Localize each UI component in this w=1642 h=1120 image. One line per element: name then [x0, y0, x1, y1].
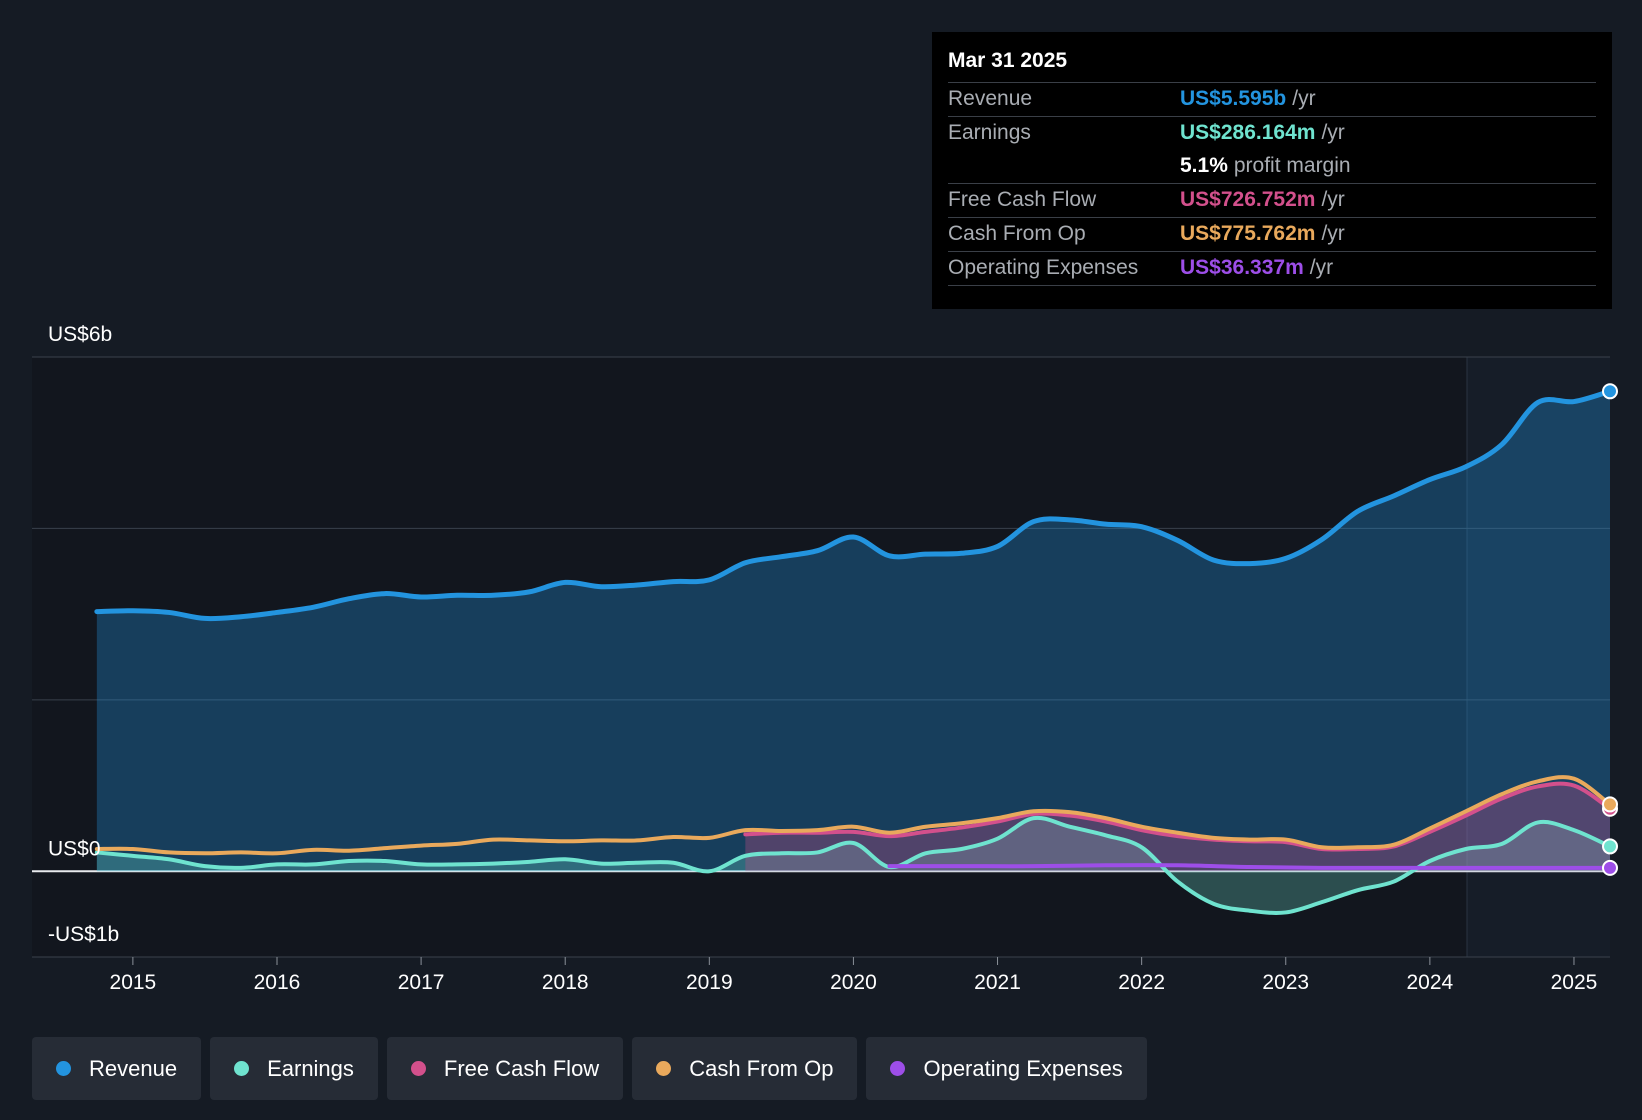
x-tick-label: 2019	[686, 971, 733, 994]
tooltip-row-fcf: Free Cash Flow US$726.752m /yr	[948, 184, 1596, 218]
area-revenue	[96, 391, 1610, 872]
x-tick-label: 2022	[1118, 971, 1165, 994]
tooltip-label: Free Cash Flow	[948, 188, 1097, 211]
line-opex	[887, 863, 1612, 870]
legend-dot-icon	[890, 1061, 906, 1076]
x-tick-label: 2016	[254, 971, 301, 994]
tooltip-label: Earnings	[948, 121, 1031, 144]
legend-dot-icon	[234, 1061, 250, 1076]
forecast-region	[1467, 357, 1610, 957]
tooltip-label: Cash From Op	[948, 222, 1086, 245]
tooltip-unit: /yr	[1321, 222, 1345, 245]
legend: Revenue Earnings Free Cash Flow Cash Fro…	[32, 1037, 1156, 1100]
tooltip-value: US$5.595b	[1180, 87, 1287, 110]
tooltip-unit: profit margin	[1233, 154, 1351, 177]
x-tick-label: 2018	[542, 971, 589, 994]
tooltip-row-cfo: Cash From Op US$775.762m /yr	[948, 218, 1596, 252]
plot-background	[32, 357, 1610, 957]
tooltip-unit: /yr	[1321, 121, 1345, 144]
tooltip-value: 5.1%	[1180, 154, 1228, 177]
legend-item-revenue[interactable]: Revenue	[32, 1037, 202, 1100]
legend-label: Cash From Op	[689, 1055, 834, 1081]
legend-dot-icon	[56, 1061, 71, 1076]
line-cfo	[94, 775, 1612, 856]
x-tick-label: 2020	[830, 971, 877, 994]
tooltip-row-earnings: Earnings US$286.164m /yr	[948, 117, 1596, 150]
line-revenue	[94, 388, 1613, 622]
end-point-revenue	[1602, 383, 1618, 400]
y-tick-label: -US$1b	[48, 923, 119, 946]
tooltip-unit: /yr	[1292, 87, 1316, 110]
end-point-cfo	[1602, 796, 1618, 813]
tooltip-row-profit-margin: 5.1% profit margin	[948, 150, 1596, 184]
tooltip-unit: /yr	[1321, 188, 1345, 211]
tooltip-value: US$726.752m	[1180, 188, 1316, 211]
legend-item-operating-expenses[interactable]: Operating Expenses	[866, 1037, 1147, 1100]
legend-dot-icon	[656, 1061, 672, 1076]
tooltip-unit: /yr	[1309, 256, 1334, 279]
x-tick-label: 2025	[1551, 971, 1598, 994]
legend-item-free-cash-flow[interactable]: Free Cash Flow	[386, 1037, 624, 1100]
legend-item-cash-from-op[interactable]: Cash From Op	[632, 1037, 858, 1100]
tooltip-value: US$775.762m	[1180, 222, 1316, 245]
x-tick-label: 2015	[110, 971, 157, 994]
legend-dot-icon	[410, 1061, 426, 1076]
x-tick-label: 2024	[1407, 971, 1454, 994]
legend-label: Earnings	[267, 1055, 354, 1081]
end-point-earnings	[1602, 838, 1618, 855]
tooltip-label: Revenue	[948, 87, 1033, 110]
legend-label: Operating Expenses	[923, 1055, 1123, 1081]
end-point-opex	[1602, 859, 1618, 876]
tooltip-row-opex: Operating Expenses US$36.337m /yr	[948, 252, 1596, 286]
tooltip-date: Mar 31 2025	[948, 46, 1596, 83]
x-tick-label: 2017	[398, 971, 445, 994]
y-tick-label: US$6b	[48, 323, 112, 346]
line-fcf	[743, 781, 1612, 852]
legend-item-earnings[interactable]: Earnings	[210, 1037, 378, 1100]
legend-label: Revenue	[89, 1055, 178, 1081]
tooltip-label: Operating Expenses	[948, 256, 1139, 279]
tooltip-row-revenue: Revenue US$5.595b /yr	[948, 83, 1596, 117]
tooltip-panel: Mar 31 2025 Revenue US$5.595b /yr Earnin…	[932, 32, 1612, 309]
tooltip-value: US$286.164m	[1180, 121, 1316, 144]
line-earnings	[94, 815, 1612, 915]
legend-label: Free Cash Flow	[443, 1055, 600, 1081]
y-tick-label: US$0	[48, 837, 101, 860]
x-tick-label: 2023	[1262, 971, 1309, 994]
tooltip-value: US$36.337m	[1180, 256, 1304, 279]
tooltip-label	[948, 150, 1180, 183]
area-earnings	[96, 817, 1610, 913]
x-tick-label: 2021	[974, 971, 1021, 994]
